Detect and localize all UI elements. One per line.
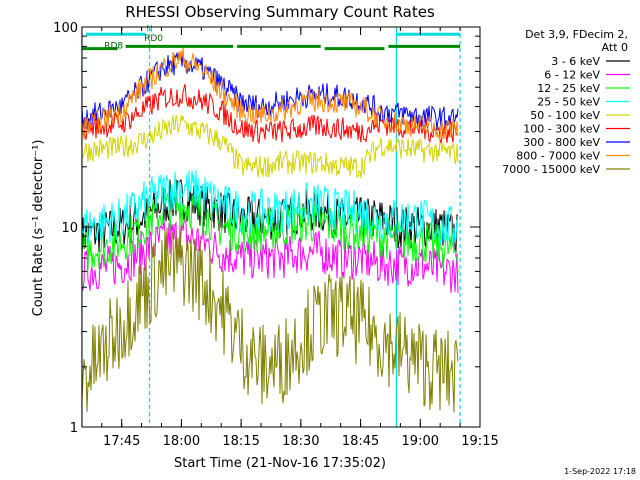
series-line-4 <box>81 115 459 179</box>
legend-header-1: Att 0 <box>602 41 628 54</box>
legend-label-2: 12 - 25 keV <box>537 82 600 95</box>
annotation-1: RD8 <box>104 42 123 52</box>
legend-label-0: 3 - 6 keV <box>551 55 600 68</box>
x-tick-label-5: 19:00 <box>402 434 439 449</box>
series-line-8 <box>81 224 459 413</box>
x-tick-label-4: 18:45 <box>342 434 379 449</box>
annotation-0: RD0 <box>144 34 163 44</box>
series-line-7 <box>81 47 459 141</box>
legend-label-5: 100 - 300 keV <box>523 123 600 136</box>
x-tick-label-3: 18:30 <box>282 434 319 449</box>
y-axis: 1 10 100 <box>53 21 480 436</box>
y-tick-label-1: 10 <box>61 221 78 236</box>
legend-label-6: 300 - 800 keV <box>523 136 600 149</box>
legend-label-1: 6 - 12 keV <box>544 69 600 82</box>
legend-label-4: 50 - 100 keV <box>530 109 600 122</box>
y-tick-label-0: 1 <box>70 421 78 436</box>
chart-title: RHESSI Observing Summary Count Rates <box>125 3 435 21</box>
x-tick-label-2: 18:15 <box>222 434 259 449</box>
plot-area: RD0 RD8 N <box>81 24 481 428</box>
series-line-3 <box>81 169 459 246</box>
y-tick-label-2: 100 <box>53 21 78 36</box>
legend-label-3: 25 - 50 keV <box>537 96 600 109</box>
legend-label-8: 7000 - 15000 keV <box>502 163 600 176</box>
x-axis: 17:45 18:00 18:15 18:30 18:45 19:00 19:15 <box>101 27 499 449</box>
x-tick-label-0: 17:45 <box>103 434 140 449</box>
footer-date: 1-Sep-2022 17:18 <box>564 467 636 476</box>
legend-label-7: 800 - 7000 keV <box>516 150 600 163</box>
annotation-2: N <box>146 24 153 34</box>
x-axis-label: Start Time (21-Nov-16 17:35:02) <box>174 456 386 471</box>
x-tick-label-6: 19:15 <box>461 434 498 449</box>
series-line-1 <box>81 219 459 294</box>
x-tick-label-1: 18:00 <box>163 434 200 449</box>
legend-header-0: Det 3,9, FDecim 2, <box>525 28 628 41</box>
y-axis-label: Count Rate (s⁻¹ detector⁻¹) <box>31 140 46 317</box>
